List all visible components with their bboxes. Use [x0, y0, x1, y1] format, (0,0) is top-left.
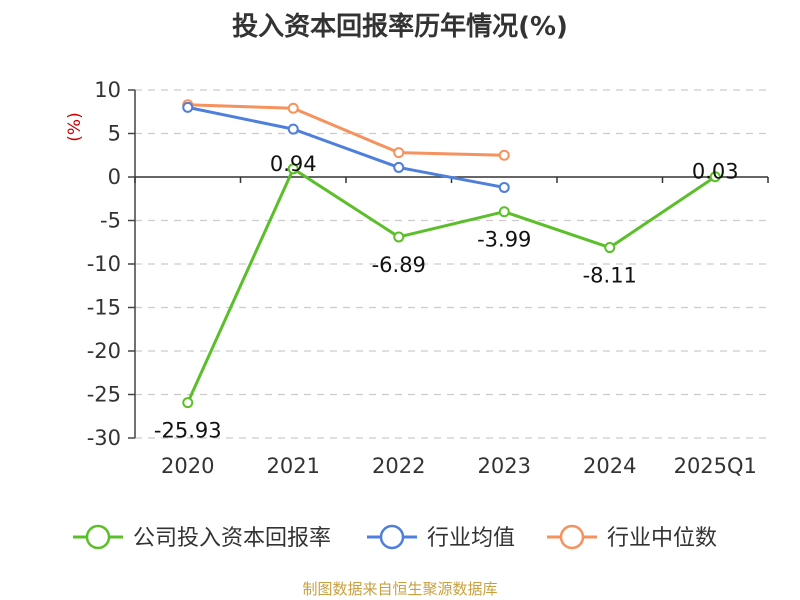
x-tick-label: 2023: [478, 454, 531, 478]
data-point: [709, 171, 721, 183]
legend-label: 行业均值: [427, 526, 515, 551]
x-tick-label: 2021: [267, 454, 320, 478]
data-label: -8.11: [583, 264, 637, 288]
y-axis-label: (%): [65, 112, 85, 141]
legend-label: 行业中位数: [607, 526, 717, 551]
y-tick-label: -30: [87, 426, 121, 450]
data-point: [287, 102, 299, 114]
data-point: [498, 181, 510, 193]
data-label: -6.89: [372, 253, 426, 277]
data-point: [182, 397, 194, 409]
y-tick-label: -5: [100, 209, 121, 233]
data-point: [182, 101, 194, 113]
data-point: [498, 206, 510, 218]
data-point: [393, 231, 405, 243]
series-line-1: [187, 105, 505, 189]
data-label: -25.93: [154, 419, 222, 443]
data-point: [498, 149, 510, 161]
source-note: 制图数据来自恒生聚源数据库: [302, 580, 498, 598]
data-label: 0.03: [692, 160, 739, 184]
y-tick-label: -10: [87, 252, 121, 276]
legend-marker: [559, 524, 585, 550]
x-tick-label: 2025Q1: [674, 454, 757, 478]
data-point: [287, 123, 299, 135]
x-tick-label: 2022: [372, 454, 425, 478]
x-tick-label: 2020: [161, 454, 214, 478]
chart-title: 投入资本回报率历年情况(%): [232, 12, 568, 42]
series-line-0: [186, 167, 717, 404]
data-label: -3.99: [477, 228, 531, 252]
x-tick-label: 2024: [583, 454, 636, 478]
y-tick-label: 10: [94, 78, 121, 102]
y-tick-label: -15: [87, 296, 121, 320]
y-tick-label: 0: [108, 165, 121, 189]
y-tick-label: -20: [87, 339, 121, 363]
legend-marker: [85, 524, 111, 550]
data-point: [393, 147, 405, 159]
legend-marker: [379, 524, 405, 550]
data-point: [604, 242, 616, 254]
data-point: [287, 163, 299, 175]
series-line-2: [187, 103, 505, 157]
data-label: 0.94: [270, 152, 317, 176]
y-tick-label: -25: [87, 383, 121, 407]
legend-label: 公司投入资本回报率: [133, 526, 331, 551]
y-tick-label: 5: [108, 122, 121, 146]
data-point: [393, 161, 405, 173]
